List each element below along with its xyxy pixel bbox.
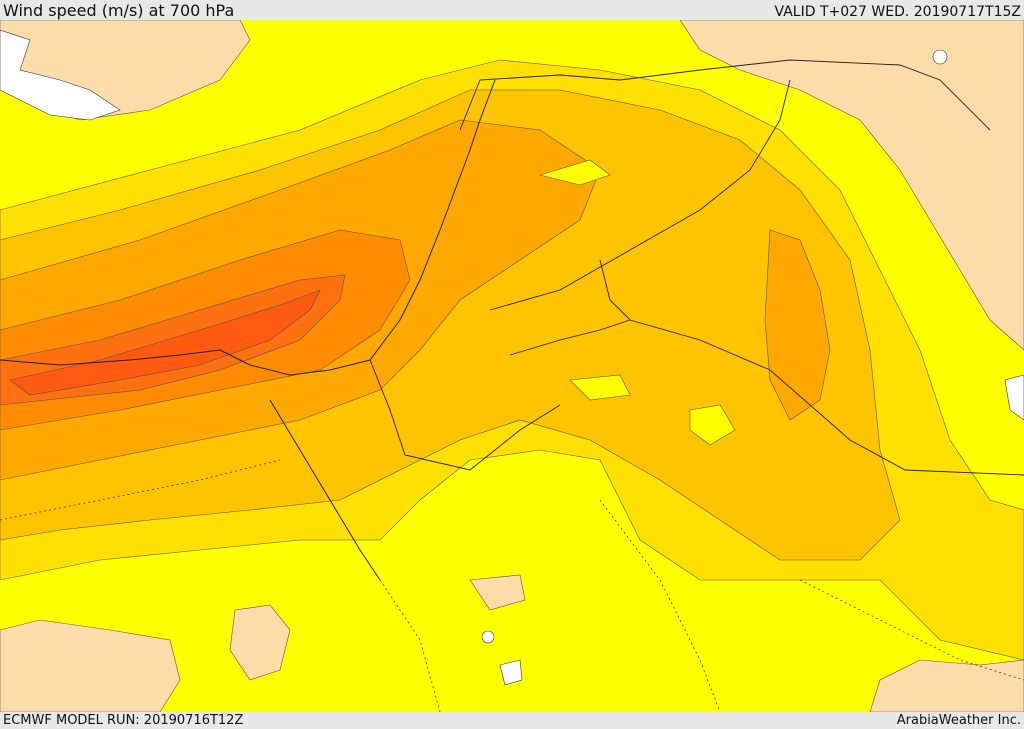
yellow-patch-3 [569, 374, 631, 401]
water-spot-south [481, 630, 495, 644]
map-title: Wind speed (m/s) at 700 hPa [3, 1, 235, 20]
pale-region-southeast [869, 659, 1024, 712]
pale-patch-1 [229, 604, 291, 681]
border-dotted-4 [379, 579, 441, 712]
yellow-patch-1 [538, 159, 611, 186]
header-bar [0, 0, 1024, 20]
model-run-label: ECMWF MODEL RUN: 20190716T12Z [3, 713, 244, 728]
water-lake-south [499, 659, 523, 686]
coastline-mediterranean [0, 79, 496, 376]
pale-patch-2 [469, 574, 526, 611]
pale-region-southwest [0, 619, 181, 712]
coastline-red-sea [269, 399, 381, 581]
water-lake-east [1004, 374, 1024, 421]
credit-label: ArabiaWeather Inc. [896, 713, 1021, 728]
border-line-5 [459, 59, 991, 131]
valid-time: VALID T+027 WED. 20190717T15Z [774, 4, 1021, 20]
wind-core-east [764, 229, 831, 421]
wind-core-max [9, 289, 321, 396]
footer-bar [0, 712, 1024, 729]
water-spot-northeast [932, 49, 948, 65]
border-line-3 [489, 79, 791, 311]
border-dotted-1 [0, 459, 281, 521]
border-line-4 [509, 319, 631, 356]
wind-speed-map [0, 20, 1024, 712]
border-line-1 [369, 359, 561, 471]
border-line-2 [599, 259, 1024, 476]
yellow-patch-2 [689, 404, 736, 446]
wind-band-orange-1 [0, 89, 901, 561]
water-northwest [0, 29, 121, 121]
border-dotted-2 [599, 499, 721, 712]
